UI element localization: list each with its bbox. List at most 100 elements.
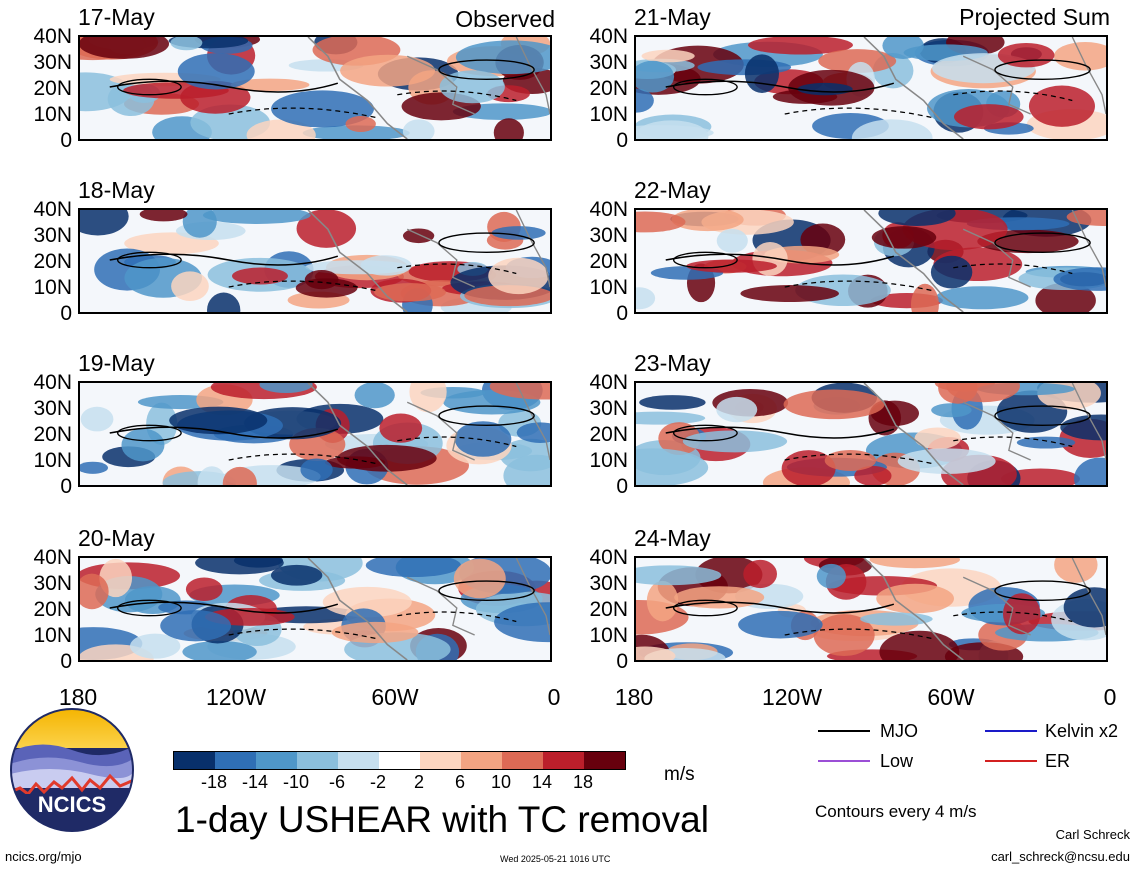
x-tick-right-0: 0 <box>1103 684 1117 710</box>
colorbar-swatch-5 <box>379 752 420 769</box>
y-tick-left-2-0: 40N <box>33 371 72 394</box>
y-tick-left-2-2: 20N <box>33 423 72 446</box>
y-tick-right-0-4: 0 <box>616 129 628 152</box>
map-panel-19-may <box>78 381 552 487</box>
colorbar-swatch-1 <box>215 752 256 769</box>
panel-date-21-may: 21-May <box>634 4 711 30</box>
y-tick-right-2-1: 30N <box>589 397 628 420</box>
legend-er-line <box>985 760 1037 762</box>
y-tick-right-2-4: 0 <box>616 475 628 498</box>
y-tick-right-1-2: 20N <box>589 250 628 273</box>
ncics-logo-text: NCICS <box>38 792 106 817</box>
colorbar-swatch-9 <box>543 752 584 769</box>
y-tick-right-2-2: 20N <box>589 423 628 446</box>
x-tick-right-120w: 120W <box>761 684 823 710</box>
contour-note: Contours every 4 m/s <box>815 802 977 821</box>
y-tick-right-2-0: 40N <box>589 371 628 394</box>
panel-date-22-may: 22-May <box>634 177 711 203</box>
y-tick-right-1-3: 10N <box>589 276 628 299</box>
y-tick-left-2-4: 0 <box>60 475 72 498</box>
y-tick-left-0-0: 40N <box>33 25 72 48</box>
legend-low-line <box>818 760 870 762</box>
x-tick-left-120w: 120W <box>205 684 267 710</box>
x-tick-left-180: 180 <box>58 684 98 710</box>
colorbar-label-8: 14 <box>531 772 553 792</box>
y-tick-right-1-1: 30N <box>589 224 628 247</box>
x-tick-right-60w: 60W <box>927 684 975 710</box>
y-tick-right-3-2: 20N <box>589 598 628 621</box>
x-tick-left-0: 0 <box>547 684 561 710</box>
panel-date-18-may: 18-May <box>78 177 155 203</box>
panel-date-17-may: 17-May <box>78 4 155 30</box>
observed-header: Observed <box>455 6 555 32</box>
footer-url[interactable]: ncics.org/mjo <box>5 849 82 864</box>
colorbar-swatch-6 <box>420 752 461 769</box>
y-tick-left-3-0: 40N <box>33 546 72 569</box>
y-tick-right-2-3: 10N <box>589 449 628 472</box>
y-tick-right-3-4: 0 <box>616 650 628 673</box>
colorbar-label-2: -10 <box>282 772 309 792</box>
colorbar-label-0: -18 <box>200 772 227 792</box>
y-tick-right-0-0: 40N <box>589 25 628 48</box>
colorbar-swatch-8 <box>502 752 543 769</box>
panel-date-20-may: 20-May <box>78 525 155 551</box>
colorbar-label-9: 18 <box>572 772 594 792</box>
legend-low-label: Low <box>880 751 914 771</box>
y-tick-right-1-0: 40N <box>589 198 628 221</box>
colorbar-swatch-3 <box>297 752 338 769</box>
colorbar-label-5: 2 <box>413 772 424 792</box>
legend-kelvin-label: Kelvin x2 <box>1045 721 1119 741</box>
y-tick-right-0-1: 30N <box>589 51 628 74</box>
y-tick-left-1-1: 30N <box>33 224 72 247</box>
colorbar-swatch-4 <box>338 752 379 769</box>
colorbar-swatch-0 <box>174 752 215 769</box>
footer-email[interactable]: carl_schreck@ncsu.edu <box>991 849 1130 864</box>
y-tick-right-3-0: 40N <box>589 546 628 569</box>
y-tick-left-3-1: 30N <box>33 572 72 595</box>
footer-author: Carl Schreck <box>1055 827 1130 842</box>
map-panel-20-may <box>78 556 552 662</box>
colorbar-label-7: 10 <box>490 772 512 792</box>
legend-kelvin-line <box>985 730 1037 732</box>
colorbar-swatch-7 <box>461 752 502 769</box>
y-tick-left-1-4: 0 <box>60 302 72 325</box>
colorbar-units: m/s <box>664 764 695 785</box>
y-tick-right-3-1: 30N <box>589 572 628 595</box>
map-panel-21-may <box>634 35 1108 141</box>
y-tick-left-0-2: 20N <box>33 77 72 100</box>
y-tick-left-2-3: 10N <box>33 449 72 472</box>
panel-date-24-may: 24-May <box>634 525 711 551</box>
y-tick-right-3-3: 10N <box>589 624 628 647</box>
y-tick-right-1-4: 0 <box>616 302 628 325</box>
y-tick-left-3-4: 0 <box>60 650 72 673</box>
y-tick-left-2-1: 30N <box>33 397 72 420</box>
map-panel-24-may <box>634 556 1108 662</box>
y-tick-left-0-4: 0 <box>60 129 72 152</box>
y-tick-left-1-0: 40N <box>33 198 72 221</box>
map-panel-23-may <box>634 381 1108 487</box>
y-tick-left-0-1: 30N <box>33 51 72 74</box>
colorbar <box>173 751 626 770</box>
y-tick-right-0-2: 20N <box>589 77 628 100</box>
projected-sum-header: Projected Sum <box>959 4 1110 30</box>
map-panel-17-may <box>78 35 552 141</box>
legend-mjo-label: MJO <box>880 721 918 741</box>
colorbar-label-4: -2 <box>369 772 386 792</box>
y-tick-left-3-3: 10N <box>33 624 72 647</box>
ncics-logo: NCICS <box>10 708 134 832</box>
panel-date-23-may: 23-May <box>634 350 711 376</box>
x-tick-left-60w: 60W <box>371 684 419 710</box>
colorbar-label-1: -14 <box>241 772 268 792</box>
colorbar-label-6: 6 <box>454 772 465 792</box>
y-tick-left-0-3: 10N <box>33 103 72 126</box>
y-tick-left-1-3: 10N <box>33 276 72 299</box>
figure-title: 1-day USHEAR with TC removal <box>175 799 709 840</box>
map-panel-18-may <box>78 208 552 314</box>
map-panel-22-may <box>634 208 1108 314</box>
panel-date-19-may: 19-May <box>78 350 155 376</box>
footer-timestamp: Wed 2025-05-21 1016 UTC <box>500 854 611 864</box>
y-tick-left-3-2: 20N <box>33 598 72 621</box>
x-tick-right-180: 180 <box>614 684 654 710</box>
y-tick-right-0-3: 10N <box>589 103 628 126</box>
colorbar-label-3: -6 <box>328 772 345 792</box>
